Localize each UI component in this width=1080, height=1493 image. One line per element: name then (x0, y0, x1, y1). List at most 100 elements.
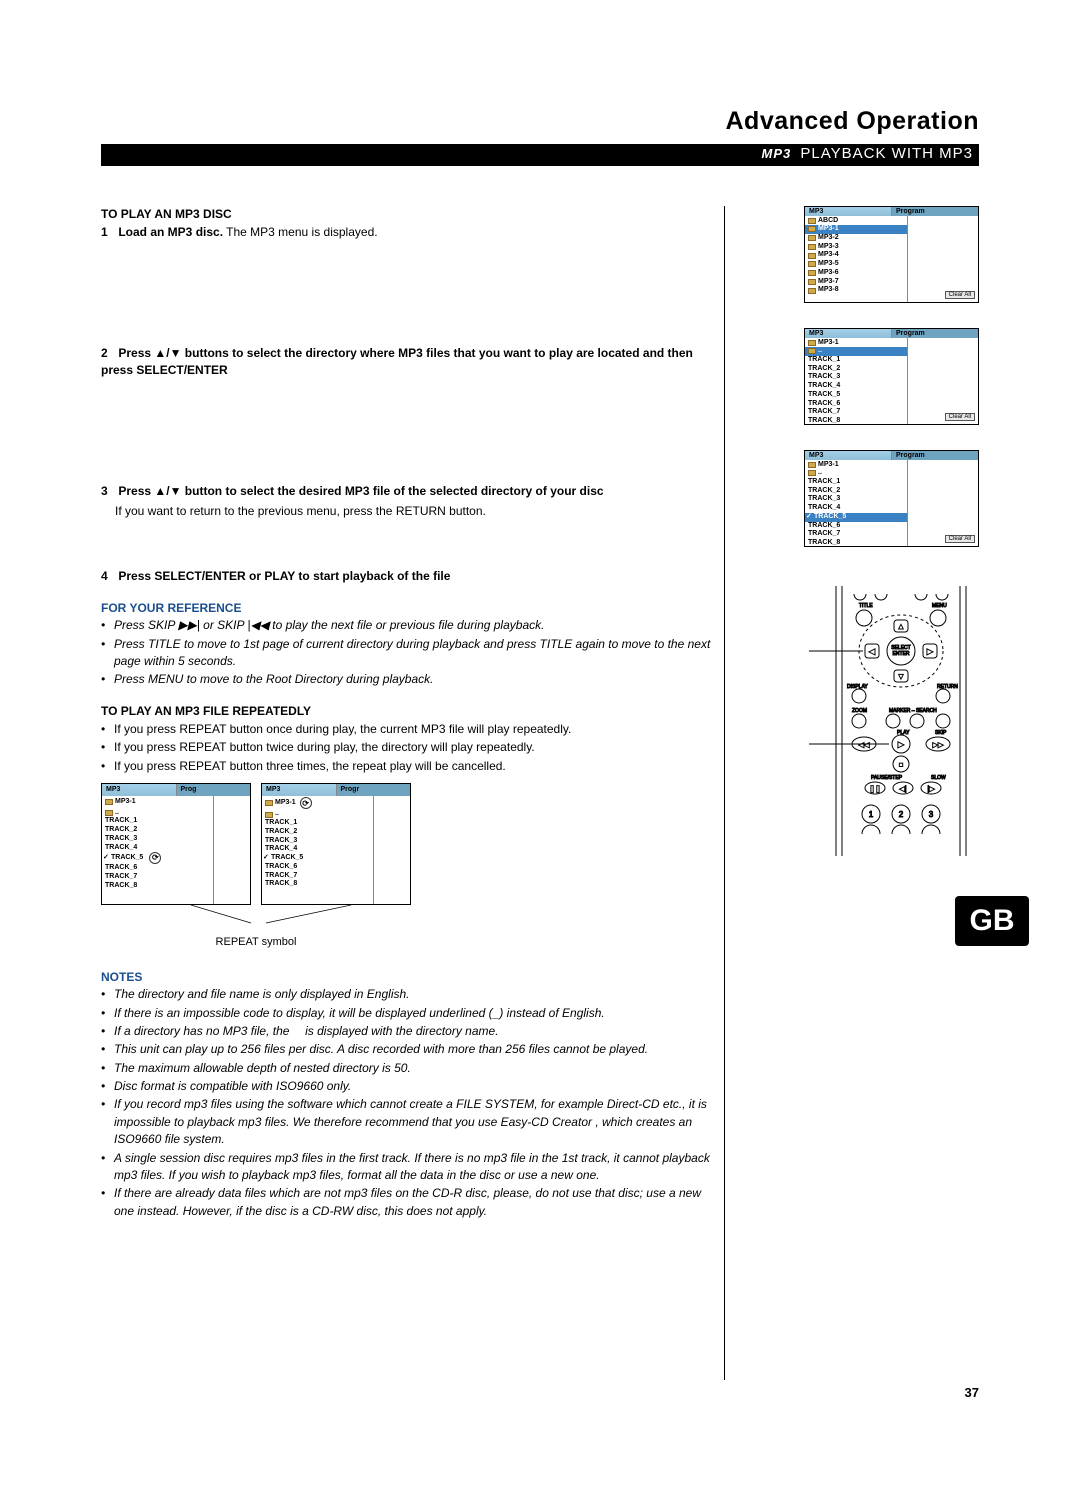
track-row: TRACK_8 (805, 539, 907, 546)
mp3-panel-repeat-track: MP3Prog MP3-1 .. TRACK_1 TRACK_2 TRACK_3… (101, 783, 251, 905)
track-row: TRACK_2 (262, 828, 373, 837)
repeat-callout-lines (101, 905, 411, 925)
tab-program: Program (892, 207, 978, 216)
folder-icon (808, 218, 816, 224)
folder-icon (808, 244, 816, 250)
dir-row: MP3-4 (818, 251, 839, 260)
note-item: Disc format is compatible with ISO9660 o… (101, 1078, 713, 1095)
clear-all-button[interactable]: Clear All (945, 291, 975, 299)
track-row: TRACK_2 (805, 487, 907, 496)
dir-row: MP3-2 (818, 234, 839, 243)
svg-text:MARKER – SEARCH: MARKER – SEARCH (889, 708, 937, 714)
clear-all-button[interactable]: Clear All (945, 413, 975, 421)
step-number: 1 (101, 224, 115, 241)
svg-text:2: 2 (899, 810, 904, 819)
track-row: TRACK_8 (805, 417, 907, 424)
track-row: TRACK_3 (102, 835, 213, 844)
mp3-panel-track-selected: MP3Program MP3-1 .. TRACK_1 TRACK_2 TRAC… (804, 450, 979, 547)
track-row: TRACK_4 (262, 845, 373, 854)
remote-control-diagram: TITLE MENU SELECT ENTER ▲ ▼ ◀ ▶ DISPLAY … (809, 586, 979, 861)
section-subtitle: PLAYBACK WITH MP3 (800, 145, 973, 162)
repeat-icon: ⟳ (300, 797, 312, 809)
list-item: If you press REPEAT button once during p… (101, 721, 713, 738)
dir-row: MP3-7 (818, 278, 839, 287)
svg-text:▶: ▶ (898, 740, 905, 749)
root-dir: ABCD (818, 217, 838, 224)
note-item: This unit can play up to 256 files per d… (101, 1041, 713, 1058)
notes-heading: NOTES (101, 969, 713, 986)
list-item: If you press REPEAT button twice during … (101, 739, 713, 756)
reference-item: Press MENU to move to the Root Directory… (101, 671, 713, 688)
tab-mp3: MP3 (805, 207, 892, 216)
track-row: TRACK_6 (262, 863, 373, 872)
track-row: TRACK_1 (262, 819, 373, 828)
repeat-symbol-label: REPEAT symbol (101, 935, 411, 951)
column-divider (724, 206, 725, 1380)
folder-icon (808, 253, 816, 259)
track-row: TRACK_2 (102, 826, 213, 835)
track-row: TRACK_2 (805, 365, 907, 374)
track-row: TRACK_6 (805, 400, 907, 409)
tab-mp3: MP3 (262, 784, 337, 796)
folder-icon (105, 799, 113, 805)
current-dir: MP3-1 (818, 339, 839, 346)
track-row: TRACK_5 (805, 391, 907, 400)
dir-row: MP3-3 (818, 243, 839, 252)
folder-icon (808, 226, 816, 232)
dir-row: MP3-8 (818, 286, 839, 295)
svg-text:◀|: ◀| (899, 786, 906, 793)
clear-all-button[interactable]: Clear All (945, 535, 975, 543)
repeat-icon: ⟳ (149, 852, 161, 864)
step-number: 2 (101, 345, 115, 362)
svg-text:❚❚: ❚❚ (869, 785, 881, 793)
note-item: If there is an impossible code to displa… (101, 1005, 713, 1022)
svg-text:◀: ◀ (869, 647, 876, 656)
svg-text:▲: ▲ (897, 622, 905, 631)
repeat-list: If you press REPEAT button once during p… (101, 721, 713, 775)
up-icon (105, 810, 113, 816)
svg-text:▼: ▼ (897, 672, 905, 681)
track-row: TRACK_4 (102, 844, 213, 853)
track-row: TRACK_7 (805, 530, 907, 539)
step-text: Press SELECT/ENTER or PLAY to start play… (118, 569, 450, 583)
svg-text:▶: ▶ (927, 647, 934, 656)
track-row: TRACK_8 (262, 880, 373, 889)
tab-program: Prog (177, 784, 251, 796)
reference-item: Press SKIP ▶▶| or SKIP |◀◀ to play the n… (101, 617, 713, 634)
language-badge-gb: GB (955, 896, 1029, 946)
notes-list: The directory and file name is only disp… (101, 986, 713, 1220)
list-item: If you press REPEAT button three times, … (101, 758, 713, 775)
reference-list: Press SKIP ▶▶| or SKIP |◀◀ to play the n… (101, 617, 713, 689)
reference-item: Press TITLE to move to 1st page of curre… (101, 636, 713, 671)
folder-icon (808, 270, 816, 276)
page-number: 37 (965, 1385, 979, 1400)
step-text: Load an MP3 disc. (118, 225, 223, 239)
label-title: TITLE (859, 603, 873, 609)
svg-text:SLOW: SLOW (931, 775, 946, 781)
tab-mp3: MP3 (102, 784, 177, 796)
page-title: Advanced Operation (101, 107, 979, 136)
svg-text:■: ■ (899, 762, 903, 769)
note-item: If there are already data files which ar… (101, 1185, 713, 1220)
note-item: If you record mp3 files using the softwa… (101, 1096, 713, 1148)
tab-program: Progr (337, 784, 411, 796)
track-row: TRACK_8 (102, 882, 213, 891)
folder-icon (808, 261, 816, 267)
mp3-panel-root: MP3Program ABCD MP3-1 MP3-2 MP3-3 MP3-4 … (804, 206, 979, 303)
note-item: If a directory has no MP3 file, the ⃠ is… (101, 1023, 713, 1040)
track-row: TRACK_1 (102, 817, 213, 826)
step-text-rest: The MP3 menu is displayed. (223, 225, 378, 239)
section-heading: TO PLAY AN MP3 FILE REPEATEDLY (101, 703, 713, 720)
step-subtext: If you want to return to the previous me… (101, 503, 713, 520)
section-heading: TO PLAY AN MP3 DISC (101, 206, 713, 223)
reference-heading: FOR YOUR REFERENCE (101, 600, 713, 617)
track-row: TRACK_1 (805, 356, 907, 365)
folder-icon (265, 800, 273, 806)
track-row: TRACK_1 (805, 478, 907, 487)
folder-icon (808, 462, 816, 468)
dir-row: MP3-6 (818, 269, 839, 278)
step-number: 3 (101, 483, 115, 500)
track-row: TRACK_7 (805, 408, 907, 417)
up-icon (265, 812, 273, 818)
track-row: TRACK_3 (805, 373, 907, 382)
